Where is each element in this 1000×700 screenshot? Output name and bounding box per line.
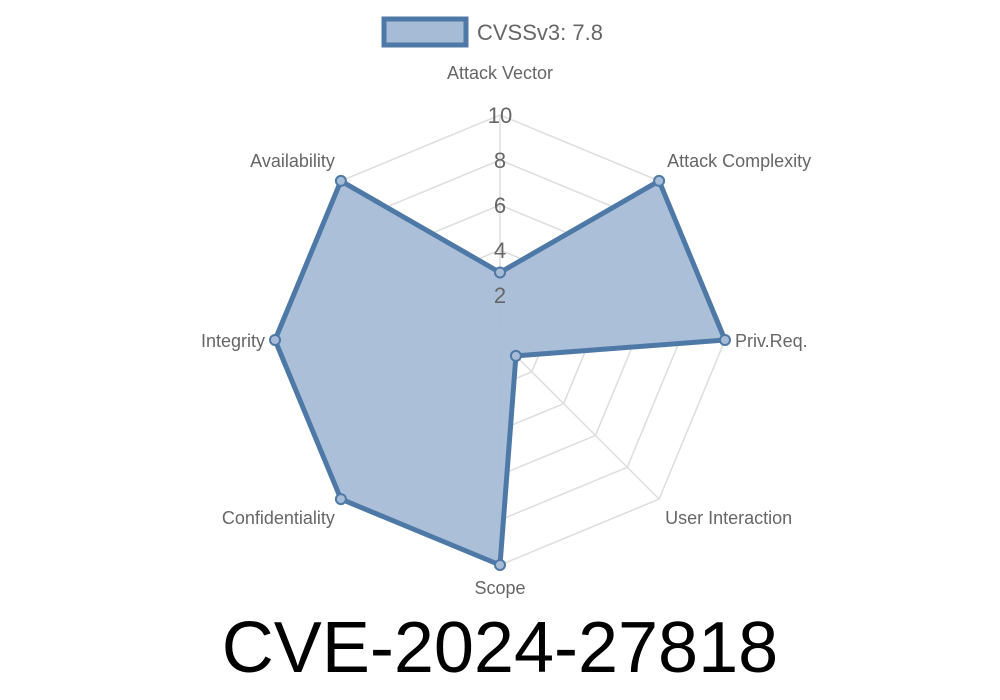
axis-label: Scope — [474, 578, 525, 598]
grid-spoke — [499, 339, 660, 500]
legend-label: CVSSv3: 7.8 — [477, 20, 603, 45]
data-point — [653, 174, 666, 187]
tick-label: 10 — [488, 103, 512, 128]
chart-title: CVE-2024-27818 — [221, 608, 779, 688]
axis-label: Attack Vector — [447, 63, 553, 83]
axis-label: Confidentiality — [222, 508, 335, 528]
axis-label: Priv.Req. — [735, 331, 808, 351]
data-point — [269, 334, 281, 346]
tick-label: 6 — [494, 193, 506, 218]
axis-label: Availability — [250, 151, 335, 171]
data-point — [334, 493, 347, 506]
axis-label: Integrity — [201, 331, 265, 351]
tick-label: 8 — [494, 148, 506, 173]
tick-label: 4 — [494, 238, 506, 263]
data-point — [719, 334, 731, 346]
tick-label: 2 — [494, 283, 506, 308]
axis-label: User Interaction — [665, 508, 792, 528]
data-point — [509, 349, 522, 362]
legend-swatch — [381, 16, 469, 48]
data-point — [494, 266, 506, 279]
axis-label: Attack Complexity — [667, 151, 811, 171]
data-point — [334, 174, 347, 187]
data-point — [494, 559, 506, 571]
